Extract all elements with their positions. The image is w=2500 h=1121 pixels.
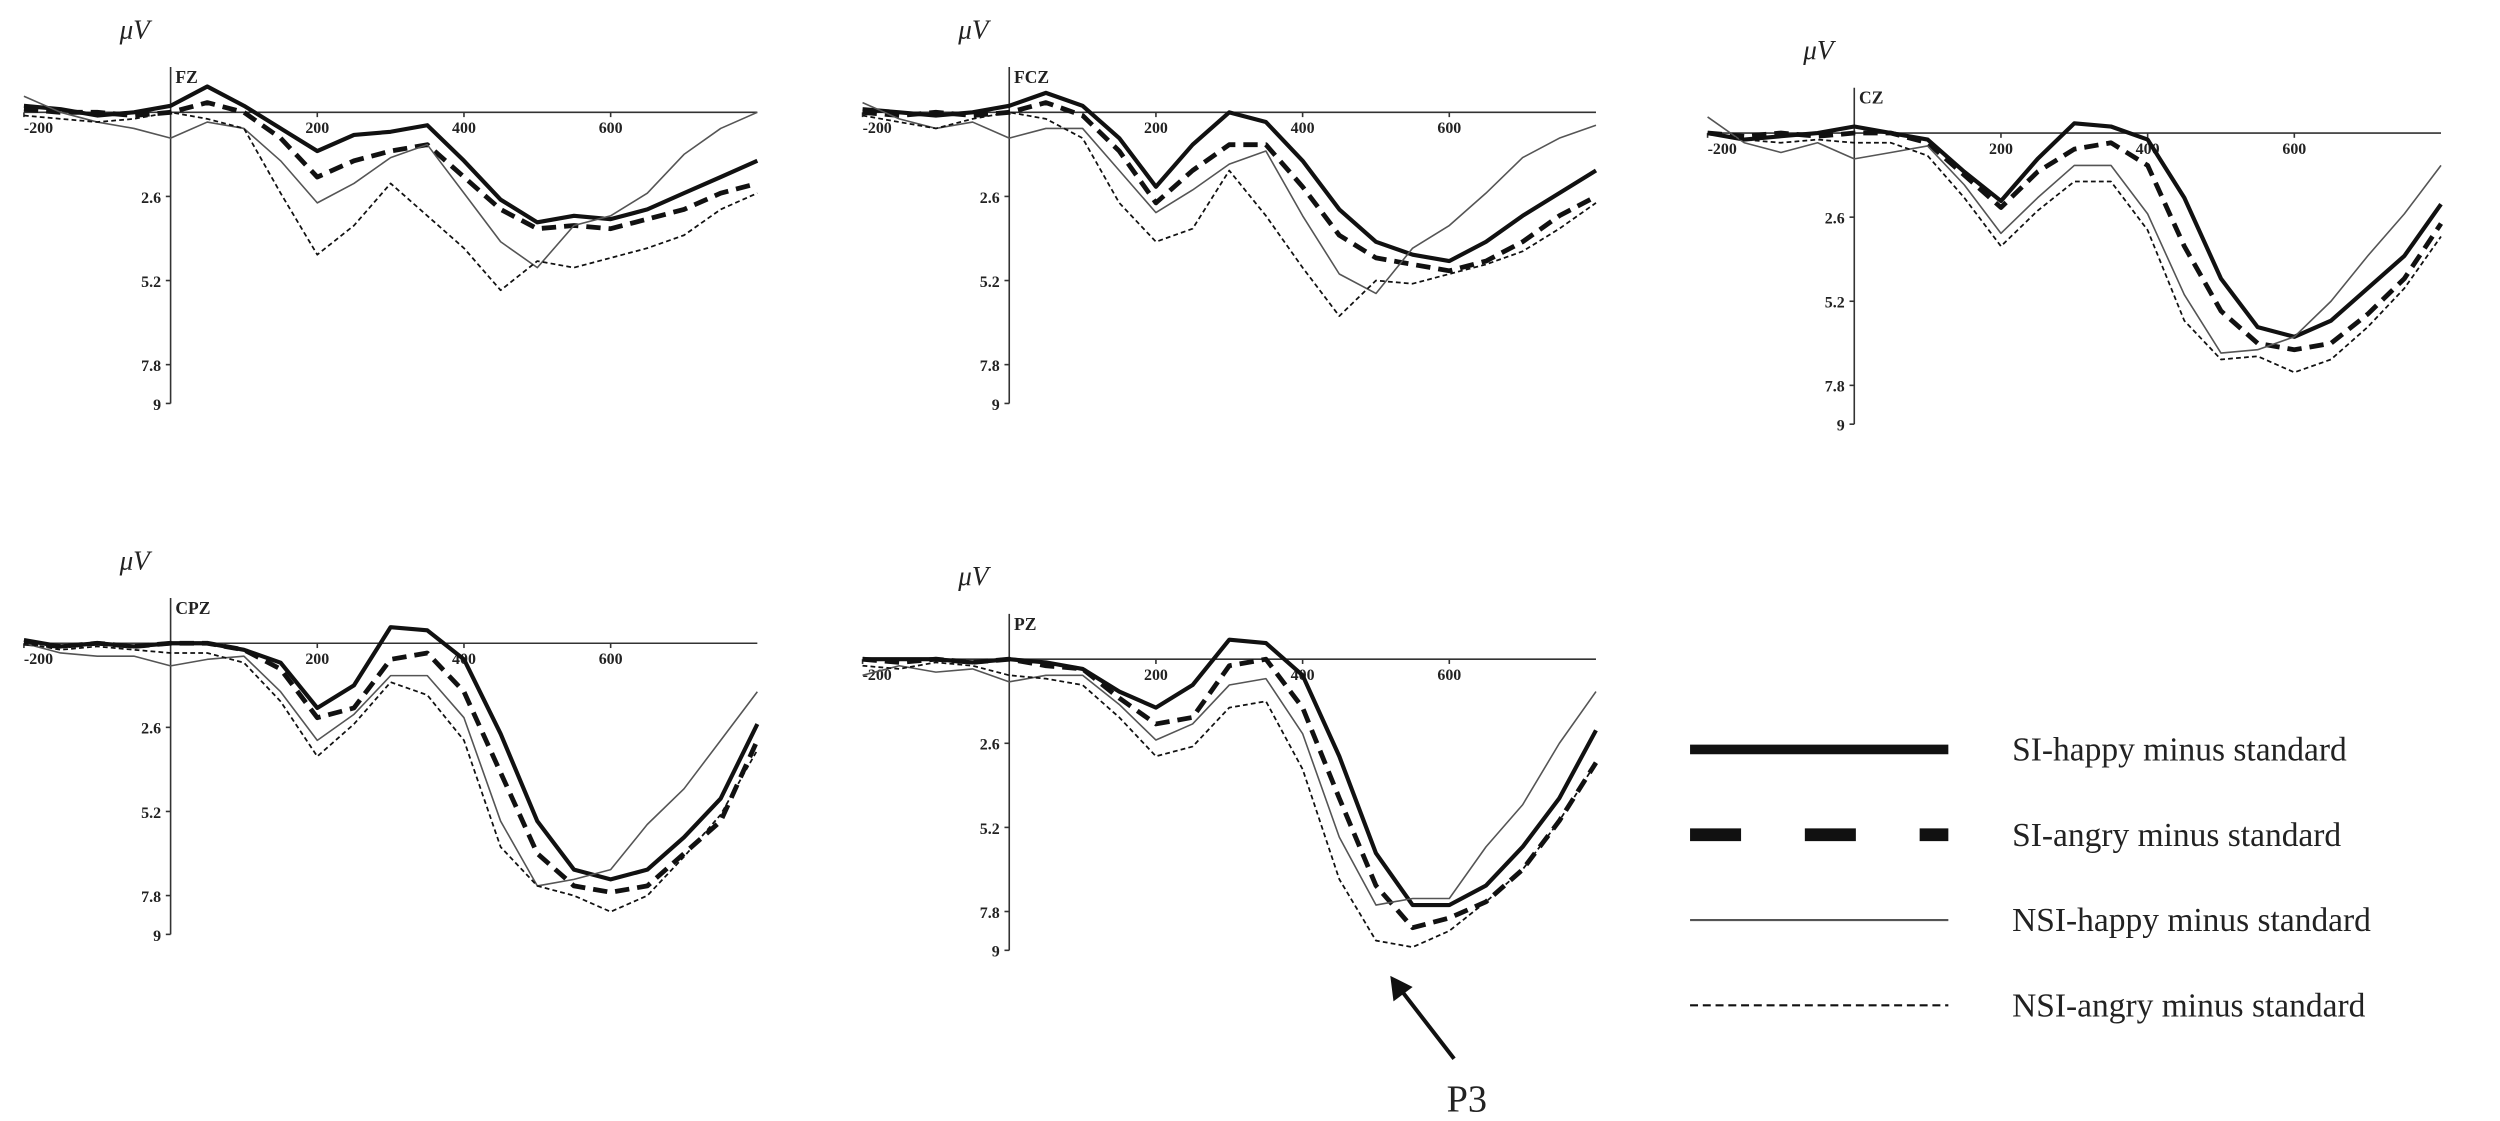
x-tick-label: -200 — [1708, 141, 1737, 158]
y-axis-label: μV — [119, 545, 154, 575]
erp-line: NSI-angry minus standard — [23, 111, 758, 292]
y-tick-label: 2.6 — [980, 190, 1000, 207]
erp-line: SI-angry minus standard — [862, 656, 1599, 931]
y-tick-label: 7.8 — [141, 358, 161, 375]
y-tick-label: 7.8 — [980, 905, 1000, 922]
x-tick-label: 400 — [452, 120, 476, 137]
y-tick-label: 9 — [1837, 418, 1845, 435]
erp-line: NSI-angry minus standard — [862, 661, 1597, 949]
legend-label: SI-angry minus standard — [2012, 817, 2341, 854]
x-tick-label: 200 — [1144, 667, 1168, 684]
x-tick-label: 200 — [305, 120, 329, 137]
y-tick-label: 2.6 — [1825, 211, 1845, 228]
x-tick-label: 200 — [305, 651, 329, 668]
y-tick-label: 5.2 — [980, 821, 1000, 838]
electrode-label: CPZ — [175, 598, 210, 618]
erp-line: NSI-angry minus standard — [23, 642, 759, 913]
y-axis-label: μV — [1802, 35, 1837, 65]
electrode-label: FZ — [175, 67, 197, 87]
y-tick-label: 9 — [992, 397, 1000, 414]
y-tick-label: 7.8 — [1825, 379, 1845, 396]
legend-label: NSI-happy minus standard — [2012, 902, 2371, 939]
erp-line: SI-happy minus standard — [862, 90, 1598, 264]
x-tick-label: 600 — [2282, 141, 2306, 158]
y-tick-label: 9 — [153, 397, 161, 414]
y-tick-label: 5.2 — [980, 274, 1000, 291]
x-tick-label: 600 — [599, 120, 623, 137]
y-tick-label: 5.2 — [1825, 295, 1845, 312]
erp-line: SI-happy minus standard — [1707, 121, 2443, 339]
y-tick-label: 9 — [153, 928, 161, 945]
x-tick-label: 600 — [1437, 120, 1461, 137]
erp-line: SI-angry minus standard — [23, 100, 758, 232]
x-tick-label: 200 — [1989, 141, 2013, 158]
erp-line: SI-angry minus standard — [862, 100, 1598, 274]
x-tick-label: 400 — [2136, 141, 2160, 158]
y-tick-label: 2.6 — [141, 721, 161, 738]
x-tick-label: 600 — [599, 651, 623, 668]
erp-line: NSI-happy minus standard — [23, 95, 758, 269]
y-tick-label: 2.6 — [980, 737, 1000, 754]
y-tick-label: 7.8 — [141, 889, 161, 906]
erp-line: NSI-happy minus standard — [1707, 116, 2442, 354]
erp-line: NSI-happy minus standard — [862, 664, 1597, 906]
y-tick-label: 5.2 — [141, 805, 161, 822]
y-tick-label: 9 — [992, 944, 1000, 961]
x-tick-label: -200 — [24, 120, 53, 137]
electrode-label: PZ — [1014, 614, 1036, 634]
erp-line: NSI-happy minus standard — [23, 642, 758, 887]
erp-line: SI-happy minus standard — [23, 625, 760, 882]
x-tick-label: 600 — [1437, 667, 1461, 684]
y-axis-label: μV — [957, 14, 992, 44]
electrode-label: CZ — [1859, 88, 1883, 108]
y-tick-label: 7.8 — [980, 358, 1000, 375]
arrow-head — [1390, 975, 1413, 1002]
x-tick-label: -200 — [24, 651, 53, 668]
legend-label: NSI-angry minus standard — [2012, 987, 2365, 1024]
x-tick-label: -200 — [863, 667, 892, 684]
y-axis-label: μV — [119, 14, 154, 44]
y-tick-label: 5.2 — [141, 274, 161, 291]
x-tick-label: 200 — [1144, 120, 1168, 137]
erp-line: NSI-angry minus standard — [1707, 132, 2442, 374]
legend-label: SI-happy minus standard — [2012, 732, 2347, 769]
annotation: P3 — [1447, 1078, 1487, 1120]
y-axis-label: μV — [957, 561, 992, 591]
x-tick-label: -200 — [863, 120, 892, 137]
electrode-label: FCZ — [1014, 67, 1049, 87]
erp-line: SI-happy minus standard — [862, 637, 1598, 908]
arrow-shaft — [1398, 987, 1456, 1060]
x-tick-label: 400 — [1291, 120, 1315, 137]
erp-line: SI-angry minus standard — [1707, 130, 2443, 353]
y-tick-label: 2.6 — [141, 190, 161, 207]
erp-line: SI-angry minus standard — [23, 640, 760, 895]
erp-line: NSI-angry minus standard — [862, 111, 1597, 317]
erp-line: SI-happy minus standard — [23, 84, 759, 225]
erp-line: NSI-happy minus standard — [862, 101, 1597, 295]
